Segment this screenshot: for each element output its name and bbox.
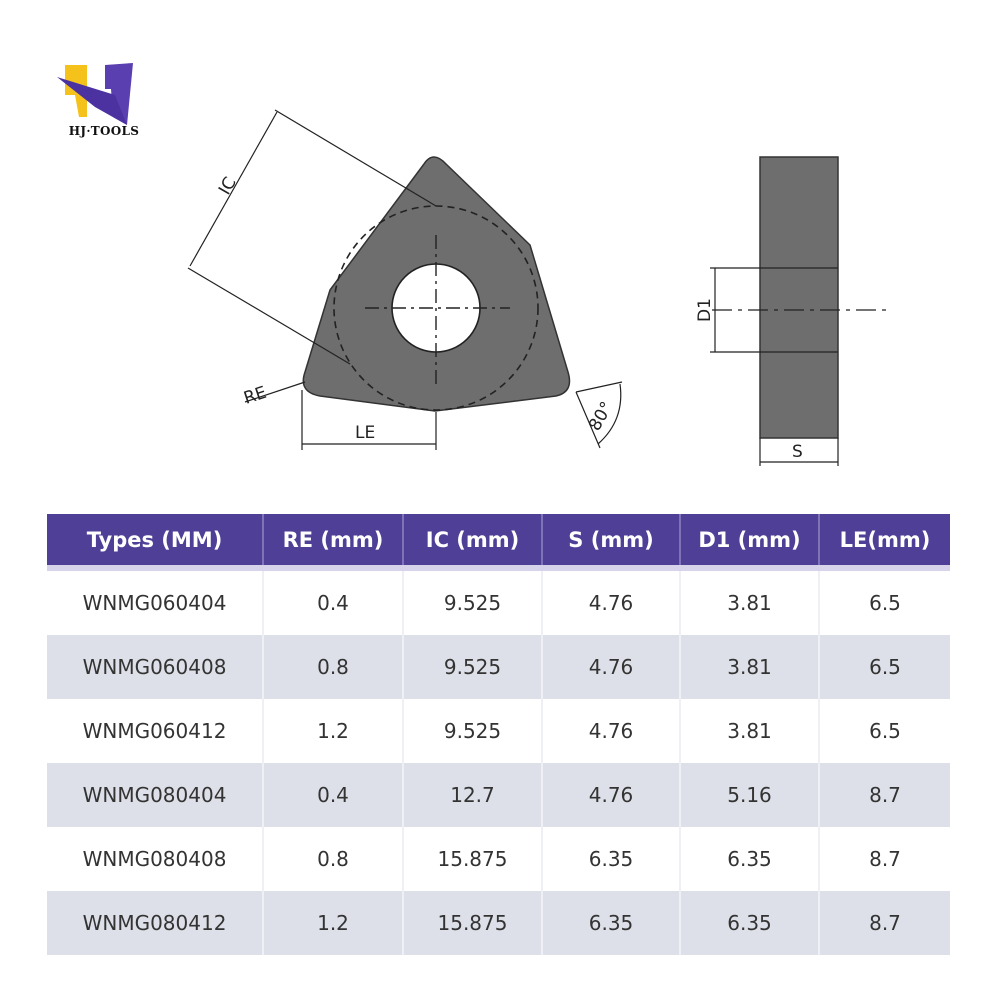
table-cell: 9.525 (402, 699, 542, 763)
table-header-row: Types (MM) RE (mm) IC (mm) S (mm) D1 (mm… (47, 514, 950, 565)
table-row: WNMG060412 1.2 9.525 4.76 3.81 6.5 (47, 699, 950, 763)
table-row: WNMG080412 1.2 15.875 6.35 6.35 8.7 (47, 891, 950, 955)
table-cell: 1.2 (262, 699, 403, 763)
table-row: WNMG060404 0.4 9.525 4.76 3.81 6.5 (47, 571, 950, 635)
col-header: RE (mm) (262, 514, 403, 565)
table-cell: 12.7 (402, 763, 542, 827)
table-cell: 6.35 (541, 827, 680, 891)
table-cell: 0.4 (262, 763, 403, 827)
table-cell: 4.76 (541, 571, 680, 635)
table-cell: 9.525 (402, 571, 542, 635)
specs-table: Types (MM) RE (mm) IC (mm) S (mm) D1 (mm… (47, 514, 950, 955)
col-header: Types (MM) (47, 514, 263, 565)
table-cell: 0.4 (262, 571, 403, 635)
table-cell: 3.81 (679, 699, 819, 763)
logo-text: HJ·TOOLS (68, 124, 140, 138)
table-cell: 8.7 (818, 891, 950, 955)
col-header: D1 (mm) (679, 514, 819, 565)
table-row: WNMG060408 0.8 9.525 4.76 3.81 6.5 (47, 635, 950, 699)
table-cell: 8.7 (818, 763, 950, 827)
table-row: WNMG080408 0.8 15.875 6.35 6.35 8.7 (47, 827, 950, 891)
table-cell: 15.875 (402, 827, 542, 891)
table-cell: 3.81 (679, 635, 819, 699)
table-cell: 8.7 (818, 827, 950, 891)
table-cell: 4.76 (541, 763, 680, 827)
re-label: RE (241, 383, 269, 409)
table-cell: 9.525 (402, 635, 542, 699)
table-cell: 6.5 (818, 635, 950, 699)
angle-label: 80° (585, 398, 617, 434)
table-cell: 0.8 (262, 827, 403, 891)
table-cell: 4.76 (541, 699, 680, 763)
col-header: S (mm) (541, 514, 680, 565)
table-cell: WNMG080404 (47, 763, 263, 827)
hj-tools-logo (57, 63, 133, 125)
d1-label: D1 (695, 298, 715, 322)
table-cell: WNMG060404 (47, 571, 263, 635)
table-cell: WNMG080412 (47, 891, 263, 955)
insert-side-view (759, 156, 839, 439)
table-cell: WNMG080408 (47, 827, 263, 891)
table-cell: 1.2 (262, 891, 403, 955)
col-header: LE(mm) (818, 514, 950, 565)
insert-technical-drawing: IC RE LE 80° D1 S (187, 109, 886, 466)
table-cell: 6.35 (679, 891, 819, 955)
col-header: IC (mm) (402, 514, 542, 565)
table-cell: 4.76 (541, 635, 680, 699)
le-label: LE (355, 423, 375, 443)
s-label: S (792, 442, 803, 462)
table-cell: 6.35 (541, 891, 680, 955)
table-cell: 15.875 (402, 891, 542, 955)
table-cell: WNMG060412 (47, 699, 263, 763)
ic-label: IC (215, 174, 241, 199)
table-cell: 5.16 (679, 763, 819, 827)
table-row: WNMG080404 0.4 12.7 4.76 5.16 8.7 (47, 763, 950, 827)
table-cell: 6.5 (818, 571, 950, 635)
header-strip (47, 565, 950, 571)
table-cell: 0.8 (262, 635, 403, 699)
table-cell: WNMG060408 (47, 635, 263, 699)
table-cell: 6.35 (679, 827, 819, 891)
inscribed-circle (333, 205, 539, 411)
table-cell: 6.5 (818, 699, 950, 763)
table-cell: 3.81 (679, 571, 819, 635)
